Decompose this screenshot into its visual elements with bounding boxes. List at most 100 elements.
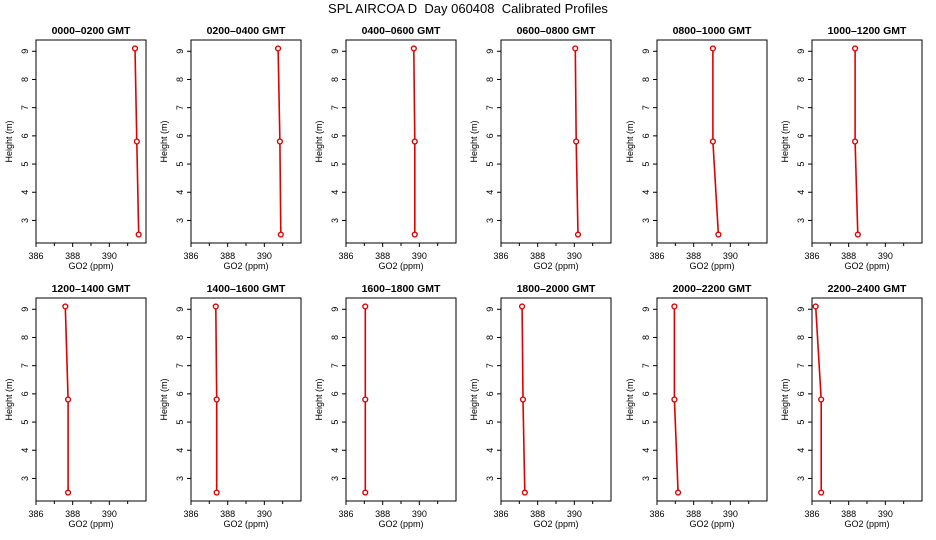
y-tick-label: 8	[175, 335, 185, 340]
y-tick-label: 3	[485, 218, 495, 223]
y-tick-label: 6	[330, 391, 340, 396]
y-tick-label: 5	[330, 162, 340, 167]
data-point	[62, 303, 69, 310]
data-point	[851, 138, 859, 145]
x-tick-label: 388	[65, 251, 80, 261]
y-tick-label: 9	[330, 307, 340, 312]
y-tick-label: 8	[641, 77, 651, 82]
data-point	[274, 45, 282, 52]
x-tick-label: 390	[102, 509, 117, 519]
x-axis-label: GO2 (ppm)	[378, 519, 423, 529]
data-point	[709, 138, 717, 145]
y-tick-label: 8	[330, 335, 340, 340]
y-tick-label: 8	[20, 77, 30, 82]
y-tick-label: 7	[175, 105, 185, 110]
x-tick-label: 390	[567, 509, 582, 519]
data-point	[362, 303, 369, 310]
x-tick-label: 390	[723, 251, 738, 261]
y-tick-label: 5	[796, 420, 806, 425]
y-axis-label: Height (m)	[159, 120, 169, 162]
y-axis-label: Height (m)	[780, 378, 790, 420]
x-axis-label: GO2 (ppm)	[689, 519, 734, 529]
plot-frame	[811, 297, 923, 502]
y-tick-label: 7	[641, 105, 651, 110]
plot-frame	[190, 39, 302, 244]
y-tick-label: 4	[796, 448, 806, 453]
x-tick-label: 390	[412, 509, 427, 519]
y-tick-label: 7	[175, 363, 185, 368]
x-axis-label: GO2 (ppm)	[533, 519, 578, 529]
panel-title: 0200–0400 GMT	[207, 25, 286, 37]
x-axis-label: GO2 (ppm)	[223, 261, 268, 271]
y-axis-label: Height (m)	[314, 120, 324, 162]
data-point	[277, 231, 284, 238]
panel-title: 2200–2400 GMT	[828, 283, 907, 295]
y-tick-label: 7	[20, 363, 30, 368]
data-point	[519, 396, 527, 403]
plot-frame	[190, 297, 302, 502]
data-point	[212, 303, 219, 310]
data-point	[521, 489, 528, 496]
panel-title: 1200–1400 GMT	[52, 283, 131, 295]
data-point	[671, 303, 678, 310]
x-tick-label: 388	[841, 509, 856, 519]
x-tick-label: 386	[493, 509, 508, 519]
y-tick-label: 6	[330, 133, 340, 138]
y-tick-label: 6	[641, 133, 651, 138]
y-tick-label: 3	[175, 476, 185, 481]
x-tick-label: 388	[220, 509, 235, 519]
y-axis-label: Height (m)	[780, 120, 790, 162]
plot-frame	[345, 39, 457, 244]
x-tick-label: 386	[28, 509, 43, 519]
data-point	[818, 489, 825, 496]
y-tick-label: 4	[175, 190, 185, 195]
y-tick-label: 3	[20, 218, 30, 223]
y-axis-label: Height (m)	[4, 378, 14, 420]
y-tick-label: 8	[175, 77, 185, 82]
panel-title: 0800–1000 GMT	[673, 25, 752, 37]
y-tick-label: 6	[20, 391, 30, 396]
x-tick-label: 390	[723, 509, 738, 519]
data-point	[213, 396, 220, 403]
data-point	[812, 303, 819, 310]
y-tick-label: 4	[20, 448, 30, 453]
x-tick-label: 388	[375, 251, 390, 261]
y-axis-label: Height (m)	[625, 120, 635, 162]
x-tick-label: 386	[649, 509, 664, 519]
y-tick-label: 7	[330, 105, 340, 110]
y-tick-label: 3	[20, 476, 30, 481]
data-point	[135, 231, 142, 238]
x-tick-label: 390	[102, 251, 117, 261]
panel-title: 1600–1800 GMT	[362, 283, 441, 295]
panel-title: 2000–2200 GMT	[673, 283, 752, 295]
y-tick-label: 5	[641, 162, 651, 167]
y-tick-label: 9	[485, 49, 495, 54]
panel-title: 0400–0600 GMT	[362, 25, 441, 37]
y-tick-label: 9	[20, 307, 30, 312]
y-tick-label: 4	[641, 190, 651, 195]
y-tick-label: 3	[330, 218, 340, 223]
data-point	[709, 45, 717, 52]
data-point	[410, 45, 417, 52]
y-tick-label: 9	[175, 49, 185, 54]
data-point	[64, 396, 72, 403]
y-tick-label: 9	[641, 307, 651, 312]
y-tick-label: 8	[330, 77, 340, 82]
data-point	[818, 396, 825, 403]
x-axis-label: GO2 (ppm)	[844, 519, 889, 529]
y-tick-label: 6	[485, 133, 495, 138]
y-tick-label: 4	[330, 190, 340, 195]
y-tick-label: 6	[20, 133, 30, 138]
y-tick-label: 5	[20, 162, 30, 167]
data-point	[362, 489, 369, 496]
y-tick-label: 7	[796, 105, 806, 110]
panel-title: 1400–1600 GMT	[207, 283, 286, 295]
y-tick-label: 4	[485, 190, 495, 195]
y-tick-label: 9	[20, 49, 30, 54]
y-tick-label: 9	[485, 307, 495, 312]
